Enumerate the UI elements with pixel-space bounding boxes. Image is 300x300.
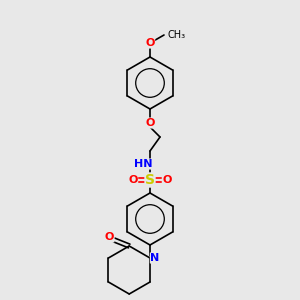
Text: O: O xyxy=(162,175,172,185)
Text: HN: HN xyxy=(134,159,152,169)
Text: S: S xyxy=(145,173,155,187)
Text: O: O xyxy=(104,232,114,242)
Text: O: O xyxy=(145,118,155,128)
Text: O: O xyxy=(128,175,138,185)
Text: N: N xyxy=(150,253,160,263)
Text: CH₃: CH₃ xyxy=(168,30,186,40)
Text: O: O xyxy=(145,38,155,48)
